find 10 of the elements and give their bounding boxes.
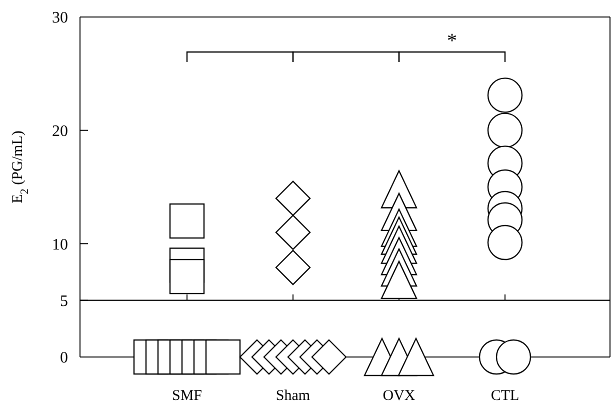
x-tick-label: CTL xyxy=(490,388,520,404)
x-tick-label: SMF xyxy=(172,388,202,404)
y-tick-label: 5 xyxy=(60,292,68,310)
x-tick-label: OVX xyxy=(382,388,416,404)
y-tick-label: 0 xyxy=(60,350,68,367)
y-tick-label: 30 xyxy=(52,10,68,27)
annotation: * xyxy=(447,30,457,52)
y-tick-label: 10 xyxy=(52,236,68,254)
y-tick-label: 20 xyxy=(52,122,68,140)
x-tick-label: Sham xyxy=(276,388,310,404)
